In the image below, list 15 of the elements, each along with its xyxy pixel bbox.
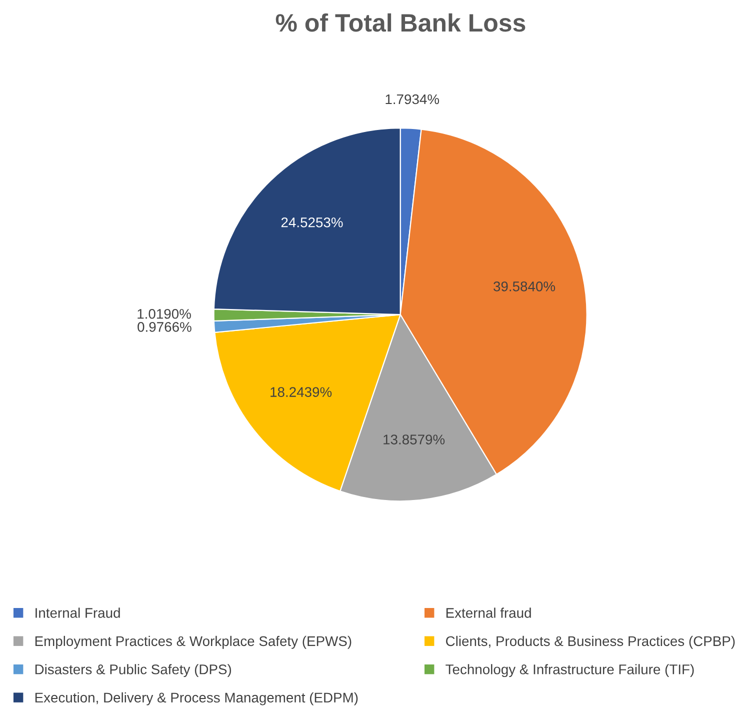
legend-label: Employment Practices & Workplace Safety (EPWS) xyxy=(35,636,352,649)
data-label: 1.0190% xyxy=(138,308,191,319)
legend-label: Clients, Products & Business Practices (CPBP) xyxy=(446,636,735,649)
data-label: 24.5253% xyxy=(281,217,343,228)
data-label: 1.7934% xyxy=(386,94,440,104)
data-label: 0.9766% xyxy=(138,322,192,332)
data-label: 13.8579% xyxy=(384,434,445,444)
chart-title: % of Total Bank Loss xyxy=(276,13,526,32)
legend-label: Internal Fraud xyxy=(36,608,120,618)
legend-label: External fraud xyxy=(446,608,531,618)
legend-label: Technology & Infrastructure Failure (TIF) xyxy=(446,664,694,678)
legend-label: Disasters & Public Safety (DPS) xyxy=(35,664,232,678)
data-label: 18.2439% xyxy=(270,387,332,397)
data-label: 39.5840% xyxy=(494,281,556,292)
legend-label: Execution, Delivery & Process Management (EDPM) xyxy=(35,692,358,706)
